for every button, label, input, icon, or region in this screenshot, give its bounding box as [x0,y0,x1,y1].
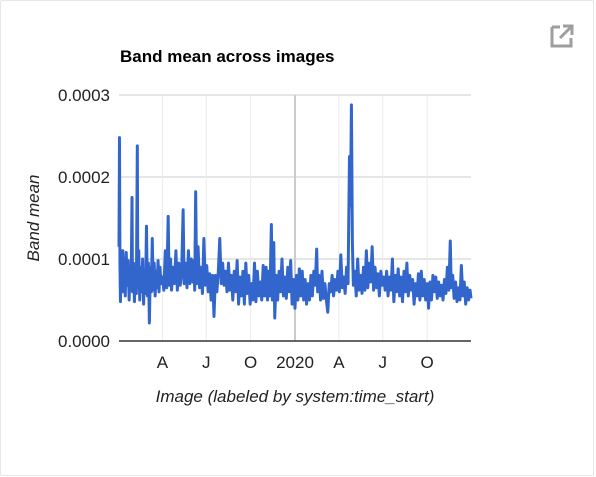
x-tick-label: O [244,353,257,372]
y-axis-label: Band mean [24,175,43,262]
external-link-icon[interactable] [548,22,576,50]
y-tick-label: 0.0000 [58,332,110,351]
x-tick-label: J [379,353,388,372]
x-tick-label: 2020 [276,353,314,372]
series-line [117,103,473,325]
x-tick-labels: A J O 2020 A J O [157,353,434,372]
x-tick-label: A [157,353,169,372]
chart-title: Band mean across images [120,47,334,66]
x-tick-label: A [333,353,345,372]
y-tick-label: 0.0001 [58,250,110,269]
y-tick-label: 0.0003 [58,86,110,105]
y-tick-label: 0.0002 [58,168,110,187]
x-tick-label: J [202,353,211,372]
x-axis-label: Image (labeled by system:time_start) [156,387,435,406]
y-tick-labels: 0.0000 0.0001 0.0002 0.0003 [58,86,110,351]
x-tick-label: O [421,353,434,372]
